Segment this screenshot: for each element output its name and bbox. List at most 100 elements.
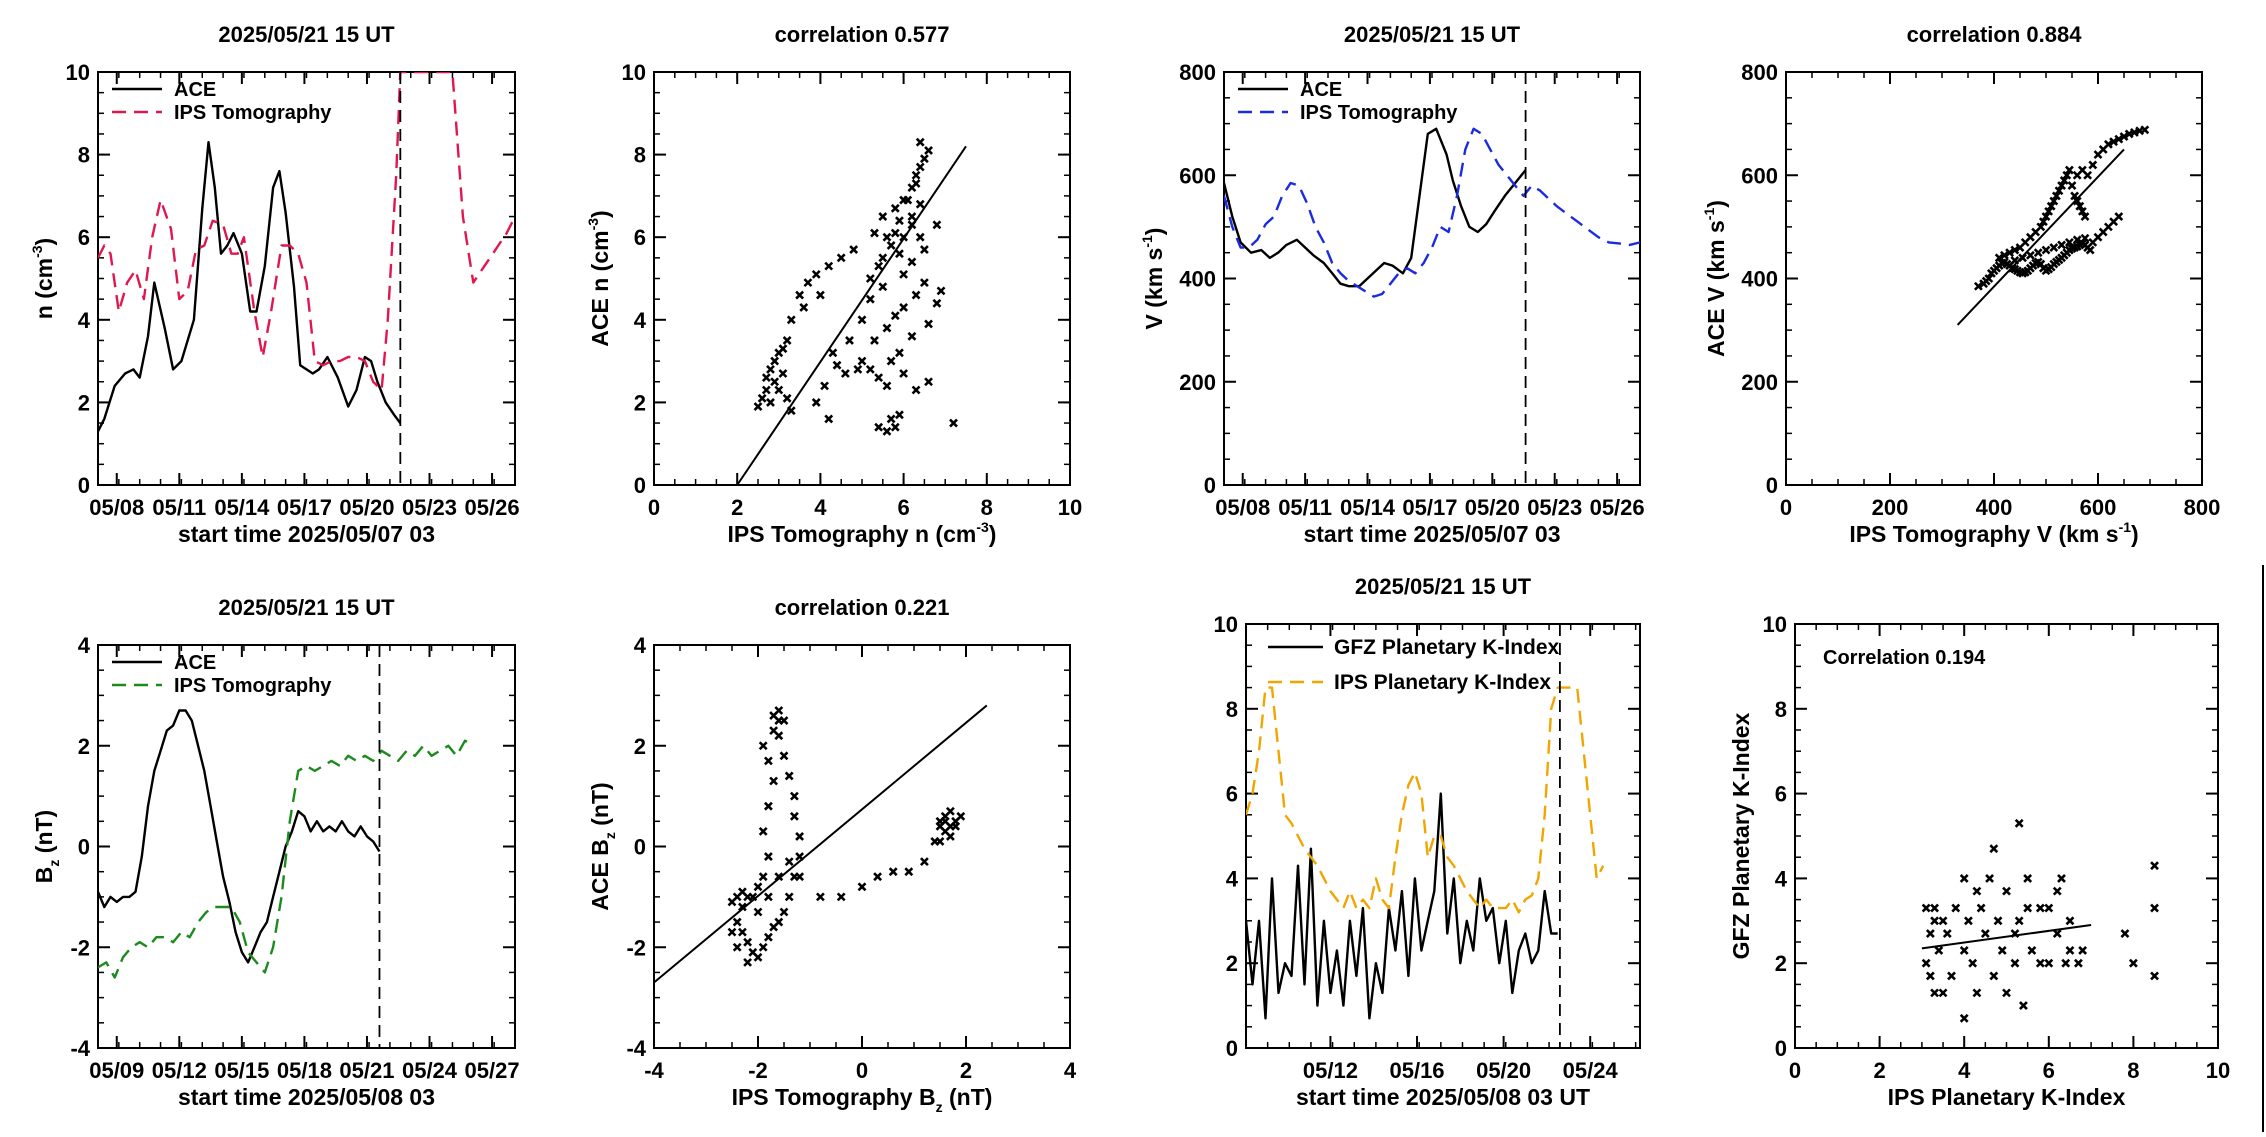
- scatter-point: [865, 274, 875, 283]
- scatter-point-stroke-b: [779, 907, 789, 917]
- y-tick-label: 2: [1775, 951, 1787, 976]
- scatter-point-stroke-b: [873, 872, 883, 882]
- scatter-point: [758, 826, 768, 836]
- scatter-point: [2140, 125, 2150, 135]
- scatter-point: [857, 315, 867, 325]
- scatter-point: [737, 887, 747, 897]
- scatter-point-stroke-b: [2073, 958, 2083, 968]
- scatter-point-stroke-b: [2049, 196, 2059, 206]
- scatter-point: [903, 195, 913, 205]
- y-tick-label: 8: [1775, 697, 1787, 722]
- scatter-point: [758, 942, 768, 952]
- scatter-point-stroke-b: [1985, 873, 1994, 883]
- scatter-point-stroke-b: [761, 373, 771, 383]
- scatter-point-stroke-b: [774, 872, 784, 882]
- legend-label-1: IPS Tomography: [174, 102, 332, 124]
- scatter-point: [737, 927, 747, 937]
- chart-title: 2025/05/21 15 UT: [1344, 22, 1521, 47]
- scatter-point-stroke-b: [907, 212, 917, 221]
- scatter-point: [779, 716, 789, 725]
- chart-title: correlation 0.884: [1907, 22, 2083, 47]
- scatter-point: [1959, 873, 1969, 883]
- x-tick-label: 0: [1789, 1058, 1801, 1083]
- scatter-point: [774, 872, 784, 882]
- scatter-point: [799, 302, 809, 312]
- scatter-point: [915, 162, 925, 172]
- y-axis-label: GFZ Planetary K-Index: [1728, 712, 1754, 959]
- scatter-point: [811, 397, 821, 407]
- y-tick-label: 10: [66, 60, 90, 85]
- scatter-point-stroke-b: [2035, 958, 2045, 968]
- y-axis-label-main: ACE V (km s: [1703, 220, 1729, 357]
- scatter-point: [932, 298, 942, 308]
- scatter-point: [845, 336, 854, 345]
- scatter-point: [857, 882, 867, 892]
- scatter-point: [882, 381, 892, 391]
- x-tick-label: 05/20: [339, 495, 394, 520]
- scatter-point-stroke-b: [2023, 873, 2033, 883]
- scatter-point: [1959, 1013, 1969, 1023]
- scatter-point-stroke-b: [748, 892, 758, 902]
- scatter-point: [758, 741, 768, 751]
- scatter-point: [2002, 988, 2011, 998]
- scatter-point: [2044, 958, 2054, 968]
- scatter-point-stroke-b: [2128, 958, 2138, 968]
- y-axis-label-main: ACE B: [587, 839, 613, 911]
- scatter-point-stroke-b: [2077, 165, 2087, 175]
- scatter-point: [778, 369, 788, 378]
- scatter-point-stroke-b: [1964, 916, 1973, 926]
- scatter-point: [2083, 170, 2093, 180]
- scatter-point-stroke-b: [878, 212, 888, 221]
- x-tick-label: 05/08: [89, 495, 144, 520]
- x-axis-label-main: IPS Tomography n (cm: [728, 521, 977, 547]
- scatter-point-stroke-b: [911, 170, 921, 180]
- scatter-point-stroke-b: [2057, 181, 2067, 190]
- x-tick-label: 05/09: [89, 1058, 144, 1083]
- scatter-point: [907, 212, 917, 221]
- plot-frame: [97, 644, 516, 1049]
- scatter-point-stroke-b: [911, 179, 921, 188]
- scatter-point-stroke-b: [888, 867, 898, 877]
- scatter-point-stroke-b: [882, 426, 892, 436]
- scatter-point-stroke-b: [2062, 170, 2072, 180]
- scatter-point: [753, 402, 763, 411]
- scatter-point-stroke-b: [2019, 1001, 2028, 1011]
- scatter-point-stroke-b: [784, 771, 794, 781]
- scatter-point: [853, 364, 863, 374]
- scatter-point-stroke-b: [2065, 946, 2075, 955]
- y-tick-label: 6: [1226, 782, 1238, 807]
- scatter-point: [1930, 903, 1940, 913]
- x-axis-label-main: IPS Planetary K-Index: [1888, 1084, 2126, 1110]
- x-tick-label: 05/16: [1389, 1058, 1444, 1083]
- scatter-point: [895, 216, 904, 226]
- y-axis-label-main: V (km s: [1141, 248, 1167, 330]
- x-tick-label: 05/26: [465, 495, 520, 520]
- scatter-point-stroke-b: [2077, 206, 2087, 216]
- scatter-point: [2046, 201, 2056, 211]
- scatter-point-stroke-b: [899, 232, 909, 242]
- scatter-point-stroke-b: [2114, 134, 2124, 144]
- x-tick-label: 05/20: [1476, 1058, 1531, 1083]
- scatter-point-stroke-b: [865, 274, 875, 283]
- scatter-point-stroke-b: [784, 892, 794, 902]
- y-axis-label: ACE Bz (nT): [587, 782, 618, 910]
- scatter-point-stroke-b: [743, 957, 753, 967]
- scatter-point: [924, 319, 933, 329]
- scatter-point: [2014, 818, 2024, 828]
- scatter-point: [2067, 181, 2077, 190]
- scatter-point-stroke-b: [907, 220, 917, 230]
- scatter-point: [1989, 971, 1999, 981]
- x-tick-label: 05/24: [1563, 1058, 1619, 1083]
- scatter-point: [820, 381, 829, 391]
- scatter-point: [1993, 916, 2003, 926]
- scatter-point: [2005, 248, 2015, 258]
- scatter-point-stroke-b: [2010, 958, 2020, 968]
- scatter-point-stroke-b: [815, 290, 825, 300]
- x-axis-label: IPS Tomography n (cm-3): [728, 519, 997, 547]
- series-line-1: [1246, 686, 1605, 914]
- y-tick-label: -2: [626, 935, 646, 960]
- scatter-point: [2051, 191, 2061, 201]
- x-tick-label: 05/12: [1303, 1058, 1358, 1083]
- scatter-point-stroke-b: [2072, 196, 2082, 206]
